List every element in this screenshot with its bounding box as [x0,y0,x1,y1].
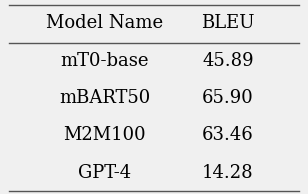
Text: 63.46: 63.46 [202,126,254,145]
Text: GPT-4: GPT-4 [78,164,131,182]
Text: 14.28: 14.28 [202,164,254,182]
Text: M2M100: M2M100 [63,126,146,145]
Text: Model Name: Model Name [46,14,163,32]
Text: 65.90: 65.90 [202,89,254,107]
Text: 45.89: 45.89 [202,52,254,70]
Text: mT0-base: mT0-base [60,52,149,70]
Text: mBART50: mBART50 [59,89,150,107]
Text: BLEU: BLEU [201,14,255,32]
